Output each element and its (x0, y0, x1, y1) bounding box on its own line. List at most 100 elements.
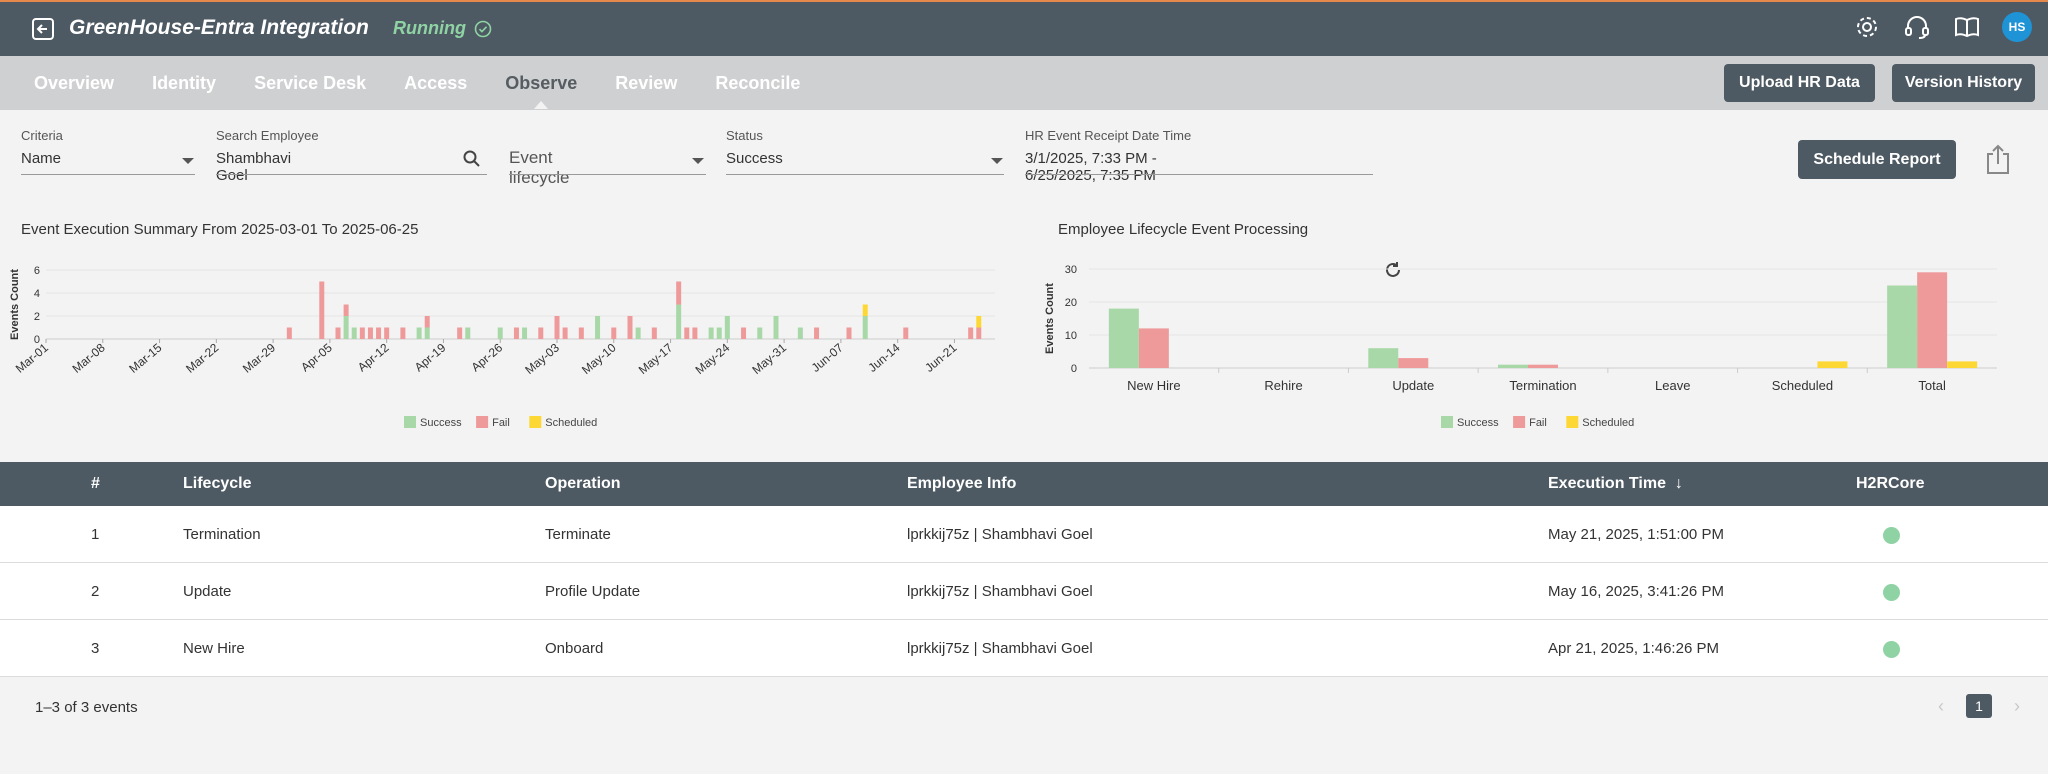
search-employee-value: Shambhavi Goel (216, 150, 292, 184)
bar-success[interactable] (724, 316, 730, 339)
bar-success[interactable] (757, 327, 763, 340)
bar-fail[interactable] (1398, 358, 1429, 368)
bar-fail[interactable] (384, 327, 390, 340)
bar-fail[interactable] (286, 327, 292, 340)
bar-success[interactable] (708, 327, 714, 340)
bar-fail[interactable] (903, 327, 909, 340)
bar-fail[interactable] (343, 304, 349, 317)
sort-arrow-down-icon[interactable]: ↓ (1670, 475, 1683, 492)
bar-fail[interactable] (424, 316, 430, 328)
bar-fail[interactable] (676, 281, 682, 305)
cell-lifecycle: New Hire (183, 640, 245, 657)
bar-fail[interactable] (1528, 364, 1558, 368)
bar-success[interactable] (497, 327, 503, 340)
support-headset-icon[interactable] (1902, 12, 1932, 42)
bar-success[interactable] (797, 327, 803, 340)
bar-success[interactable] (595, 316, 601, 339)
next-page-icon[interactable]: › (2014, 695, 2020, 716)
bar-success[interactable] (351, 327, 357, 340)
bar-fail[interactable] (513, 327, 519, 340)
bar-fail[interactable] (376, 327, 382, 340)
settings-gear-icon[interactable] (1852, 12, 1882, 42)
tab-access[interactable]: Access (404, 72, 468, 93)
bar-scheduled[interactable] (1817, 361, 1848, 368)
col-execution-time-header[interactable]: Execution Time ↓ (1548, 475, 1683, 493)
bar-fail[interactable] (359, 327, 365, 340)
bar-scheduled[interactable] (1947, 361, 1978, 368)
upload-hr-data-button[interactable]: Upload HR Data (1724, 64, 1875, 102)
tab-identity[interactable]: Identity (152, 72, 217, 93)
y-tick-label: 10 (1065, 330, 1077, 342)
table-row[interactable]: 3 New Hire Onboard lprkkij75z | Shambhavi G… (0, 620, 2048, 677)
legend-swatch-scheduled (529, 416, 542, 428)
bar-success[interactable] (716, 327, 722, 340)
col-employee-header[interactable]: Employee Info (907, 475, 1017, 492)
cell-num: 3 (91, 640, 100, 657)
search-employee-field[interactable]: Search Employee Shambhavi Goel (216, 128, 487, 184)
bar-fail[interactable] (538, 327, 544, 340)
documentation-book-icon[interactable] (1952, 12, 1982, 42)
col-lifecycle-header[interactable]: Lifecycle (183, 475, 252, 492)
bar-fail[interactable] (457, 327, 463, 340)
bar-success[interactable] (416, 327, 422, 340)
share-export-icon[interactable] (1985, 143, 2011, 175)
col-operation-header[interactable]: Operation (545, 475, 621, 492)
criteria-select[interactable]: Criteria Name (21, 128, 195, 175)
refresh-icon[interactable] (1383, 260, 1403, 280)
bar-fail[interactable] (846, 327, 852, 340)
schedule-report-button[interactable]: Schedule Report (1798, 140, 1956, 179)
bar-success[interactable] (1887, 285, 1918, 369)
table-row[interactable]: 2 Update Profile Update lprkkij75z | Shambh… (0, 563, 2048, 620)
bar-success[interactable] (1368, 348, 1399, 368)
bar-fail[interactable] (1138, 328, 1169, 368)
bar-fail[interactable] (554, 316, 560, 339)
tab-review[interactable]: Review (615, 72, 678, 93)
col-number-header: # (91, 475, 100, 492)
bar-fail[interactable] (741, 327, 747, 340)
bar-success[interactable] (522, 327, 528, 340)
bar-fail[interactable] (400, 327, 406, 340)
bar-fail[interactable] (627, 316, 633, 339)
bar-success[interactable] (343, 316, 349, 339)
table-row[interactable]: 1 Termination Terminate lprkkij75z | Shambh… (0, 506, 2048, 563)
bar-success[interactable] (424, 327, 430, 340)
cell-employee: lprkkij75z | Shambhavi Goel (907, 583, 1093, 600)
bar-fail[interactable] (562, 327, 568, 340)
version-history-button[interactable]: Version History (1892, 64, 2035, 102)
legend-label-scheduled: Scheduled (545, 417, 597, 429)
tab-observe[interactable]: Observe (505, 72, 578, 109)
date-range-field[interactable]: HR Event Receipt Date Time 3/1/2025, 7:3… (1025, 128, 1373, 184)
search-icon[interactable] (463, 150, 481, 168)
bar-success[interactable] (862, 316, 868, 339)
bar-fail[interactable] (335, 327, 341, 340)
prev-page-icon[interactable]: ‹ (1938, 695, 1944, 716)
bar-success[interactable] (465, 327, 471, 340)
bar-success[interactable] (635, 327, 641, 340)
bar-fail[interactable] (611, 327, 617, 340)
bar-fail[interactable] (367, 327, 373, 340)
bar-fail[interactable] (1917, 272, 1948, 368)
tab-overview[interactable]: Overview (34, 72, 115, 93)
exit-icon[interactable] (30, 16, 56, 42)
status-select[interactable]: Status Success (726, 128, 1004, 175)
bar-success[interactable] (773, 316, 779, 339)
bar-fail[interactable] (684, 327, 690, 340)
cell-operation: Onboard (545, 640, 604, 657)
bar-fail[interactable] (968, 327, 974, 340)
bar-success[interactable] (1498, 364, 1528, 368)
bar-fail[interactable] (578, 327, 584, 340)
bar-fail[interactable] (976, 327, 982, 340)
bar-scheduled[interactable] (976, 316, 982, 328)
bar-fail[interactable] (651, 327, 657, 340)
user-avatar[interactable]: HS (2002, 12, 2032, 42)
bar-fail[interactable] (814, 327, 820, 340)
bar-fail[interactable] (319, 281, 325, 340)
tab-reconcile[interactable]: Reconcile (715, 72, 801, 93)
search-employee-label: Search Employee (216, 128, 319, 143)
bar-success[interactable] (676, 304, 682, 340)
bar-fail[interactable] (692, 327, 698, 340)
page-number-button[interactable]: 1 (1966, 694, 1992, 718)
bar-success[interactable] (1108, 308, 1139, 368)
bar-scheduled[interactable] (862, 304, 868, 317)
tab-service-desk[interactable]: Service Desk (254, 72, 367, 93)
